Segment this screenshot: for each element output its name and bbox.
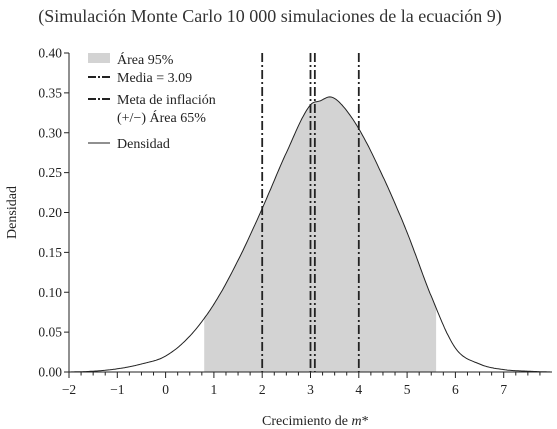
legend-label: Área 95% xyxy=(117,51,174,68)
y-tick-label: 0.05 xyxy=(38,325,62,340)
legend-label: Densidad xyxy=(117,137,170,152)
legend-swatch-area xyxy=(88,53,110,63)
y-tick-label: 0.10 xyxy=(38,285,62,300)
x-tick-label: 0 xyxy=(162,382,169,397)
y-tick-label: 0.15 xyxy=(38,245,62,260)
y-tick-label: 0.25 xyxy=(38,165,62,180)
y-tick-label: 0.30 xyxy=(38,125,62,140)
y-tick-label: 0.20 xyxy=(38,205,62,220)
y-tick-label: 0.40 xyxy=(38,46,62,61)
x-tick-label: 7 xyxy=(500,382,507,397)
y-axis-label: Densidad xyxy=(5,186,20,239)
x-tick-label: −1 xyxy=(110,382,124,397)
x-tick-label: 1 xyxy=(211,382,218,397)
legend-label: (+/−) Área 65% xyxy=(117,109,206,126)
y-tick-label: 0.35 xyxy=(38,85,62,100)
x-tick-label: 6 xyxy=(452,382,459,397)
legend-label: Media = 3.09 xyxy=(117,71,192,86)
x-tick-label: 2 xyxy=(259,382,266,397)
x-tick-label: 5 xyxy=(404,382,411,397)
chart-title: (Simulación Monte Carlo 10 000 simulacio… xyxy=(38,6,502,26)
x-axis-label: Crecimiento de m* xyxy=(262,414,369,429)
legend-label: Meta de inflación xyxy=(117,93,216,108)
x-tick-label: 4 xyxy=(355,382,362,397)
x-tick-label: −2 xyxy=(62,382,76,397)
plot-area xyxy=(69,53,552,373)
axes: 0.00 0.05 0.10 0.15 0.20 0.25 0.30 0.35 0.40 −2 −1… xyxy=(5,46,552,429)
legend: Área 95% Media = 3.09 Meta de inflación(+/… xyxy=(88,51,216,152)
area-95-fill xyxy=(204,96,437,373)
y-tick-label: 0.00 xyxy=(38,365,62,380)
x-tick-label: 3 xyxy=(307,382,314,397)
